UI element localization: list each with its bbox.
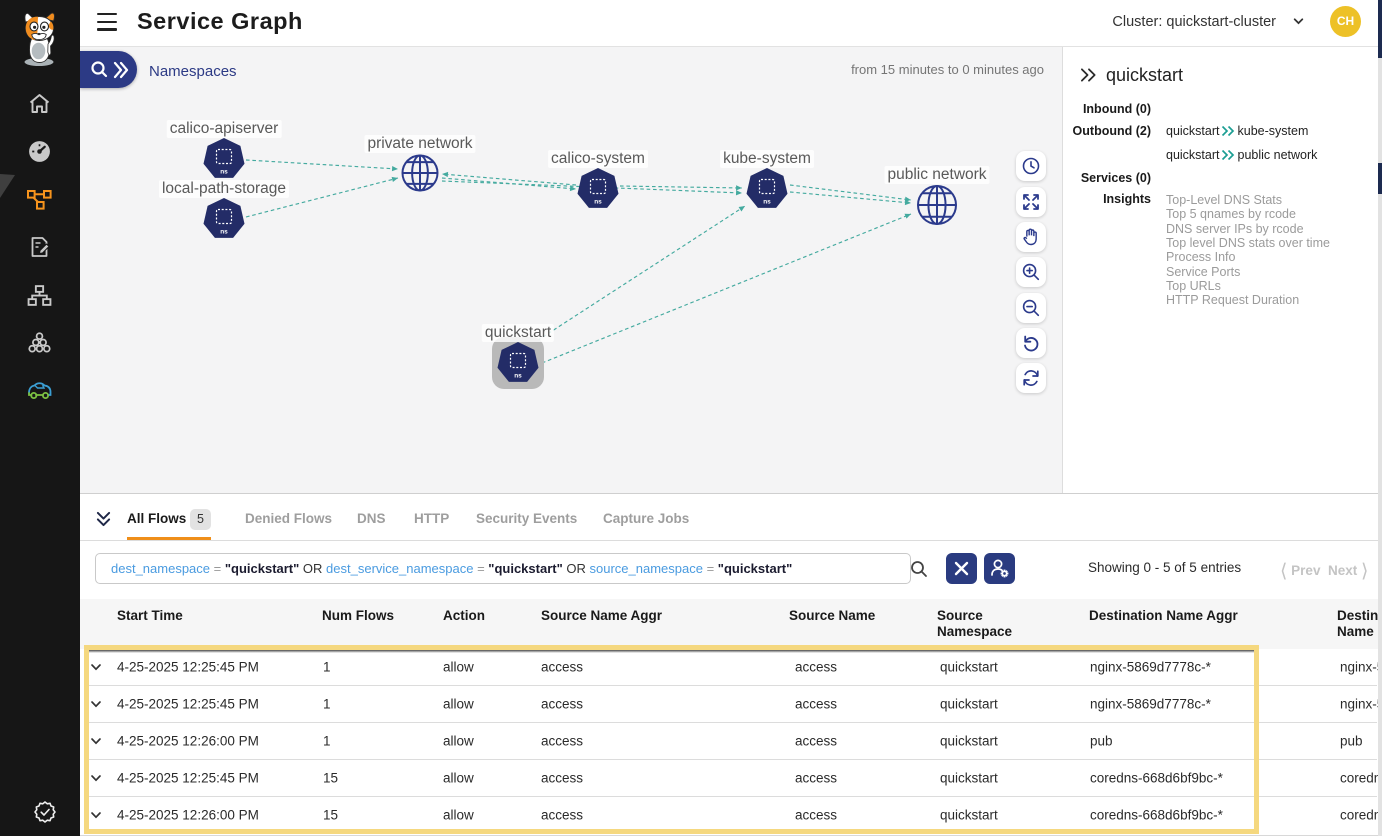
svg-text:ns: ns bbox=[220, 169, 228, 176]
svg-text:ns: ns bbox=[594, 199, 602, 206]
svg-text:ns: ns bbox=[763, 199, 771, 206]
svg-text:ns: ns bbox=[220, 229, 228, 236]
svg-text:ns: ns bbox=[514, 373, 522, 380]
